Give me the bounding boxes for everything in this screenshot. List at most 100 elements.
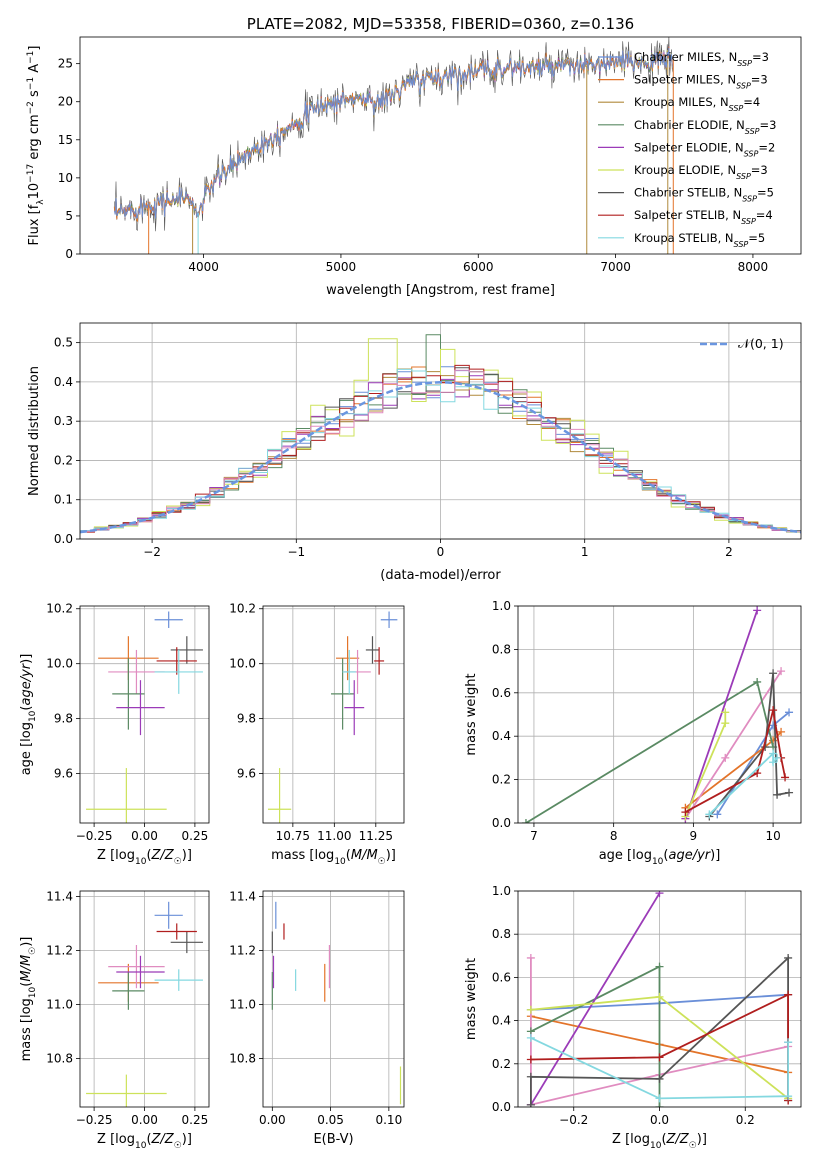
legend-entry: Kroupa STELIB, NSSP=5 bbox=[634, 231, 765, 249]
y-tick-label: 11.2 bbox=[229, 943, 256, 957]
weight-marker bbox=[655, 1103, 664, 1107]
x-axis-label: mass [log10(M/M☉)] bbox=[271, 848, 396, 867]
normal-curve bbox=[80, 381, 801, 534]
label-part: ☉ bbox=[28, 947, 38, 955]
label-part: ( bbox=[663, 848, 668, 863]
legend-entry: Chabrier STELIB, NSSP=5 bbox=[634, 186, 774, 204]
plot-area bbox=[526, 891, 793, 1107]
weight-marker bbox=[655, 1074, 664, 1083]
x-tick-label: 0.25 bbox=[182, 829, 209, 843]
legend-entry: Chabrier ELODIE, NSSP=3 bbox=[634, 118, 776, 136]
legend-sub: SSP bbox=[742, 194, 757, 203]
legend-name: Kroupa MILES, N bbox=[634, 95, 729, 109]
weight-marker bbox=[784, 1092, 793, 1101]
chart-title: PLATE=2082, MJD=53358, FIBERID=0360, z=0… bbox=[247, 15, 634, 33]
weight-marker bbox=[769, 669, 778, 678]
spectrum-panel: 4000 5000 6000 7000 8000 0 5 10 15 20 25 bbox=[58, 36, 802, 274]
label-part: −17 bbox=[26, 164, 36, 183]
weight-marker bbox=[655, 962, 664, 971]
y-tick-label: 10.8 bbox=[229, 1051, 256, 1065]
x-tick-label: 7000 bbox=[600, 260, 631, 274]
weight-marker bbox=[753, 606, 762, 615]
y-tick-label: 10 bbox=[58, 171, 73, 185]
label-part: 10 bbox=[28, 986, 38, 998]
label-part: −2 bbox=[26, 101, 36, 114]
legend-name: Chabrier ELODIE, N bbox=[634, 118, 745, 132]
weight-marker bbox=[713, 810, 722, 819]
legend-sub: SSP bbox=[741, 217, 756, 226]
weight-marker bbox=[769, 758, 778, 767]
y-tick-label: 0.1 bbox=[54, 493, 73, 507]
label-part: mass [log bbox=[19, 998, 34, 1061]
axes-frame bbox=[262, 890, 405, 1108]
label-part: ( bbox=[661, 1132, 666, 1147]
spectrum-line-4 bbox=[113, 46, 674, 220]
label-part: ☉ bbox=[174, 857, 182, 867]
weight-marker bbox=[526, 1033, 535, 1042]
weight-marker bbox=[655, 891, 664, 898]
label-part: Z [log bbox=[612, 1132, 650, 1147]
y-tick-label: 0.8 bbox=[492, 642, 511, 656]
weight-marker bbox=[526, 1072, 535, 1081]
weight-marker bbox=[526, 1005, 535, 1014]
y-axis-label: Normed distribution bbox=[27, 366, 42, 496]
x-tick-label: −1 bbox=[287, 545, 305, 559]
weight-marker bbox=[781, 773, 790, 782]
label-part: 10 bbox=[650, 1141, 662, 1151]
weight-marker bbox=[773, 790, 782, 799]
spectrum-line-5 bbox=[113, 49, 674, 220]
y-tick-label: 20 bbox=[58, 95, 73, 109]
legend-sub: SSP bbox=[745, 126, 760, 135]
label-part: Z [log bbox=[97, 848, 135, 863]
x-axis-label: wavelength [Angstrom, rest frame] bbox=[326, 283, 555, 298]
y-tick-label: 0.3 bbox=[54, 414, 73, 428]
label-part: mass [log bbox=[271, 848, 334, 863]
legend-entry: 𝒩(0, 1) bbox=[738, 336, 784, 351]
y-tick-label: 25 bbox=[58, 57, 73, 71]
y-tick-label: 0.5 bbox=[54, 336, 73, 350]
weight-marker bbox=[784, 1038, 793, 1047]
y-tick-label: 10.0 bbox=[229, 657, 256, 671]
x-tick-label: 8000 bbox=[738, 260, 769, 274]
y-tick-label: 9.8 bbox=[237, 712, 256, 726]
y-tick-label: 1.0 bbox=[492, 599, 511, 613]
y-axis-label: mass [log10(M/M☉)] bbox=[19, 937, 38, 1062]
legend-suffix: =3 bbox=[751, 163, 768, 177]
y-tick-label: 5 bbox=[65, 209, 73, 223]
label-part: 10 bbox=[652, 857, 664, 867]
label-part: ( bbox=[19, 982, 34, 987]
y-tick-label: 1.0 bbox=[492, 884, 511, 898]
legend-entry: Salpeter MILES, NSSP=3 bbox=[634, 73, 768, 91]
legend-suffix: =4 bbox=[756, 208, 773, 222]
label-part: 10 bbox=[135, 1141, 147, 1151]
legend-name: Kroupa STELIB, N bbox=[634, 231, 734, 245]
label-part: erg cm bbox=[27, 114, 42, 163]
x-tick-label: 1 bbox=[581, 545, 589, 559]
spectrum-line-6 bbox=[114, 37, 674, 232]
label-part: M/M bbox=[351, 848, 378, 863]
weight-marker bbox=[773, 753, 782, 762]
label-part: 10 bbox=[334, 857, 346, 867]
weight-marker bbox=[721, 719, 730, 728]
x-axis-label: Z [log10(Z/Z☉)] bbox=[97, 848, 192, 867]
x-tick-label: 0.10 bbox=[375, 1113, 402, 1127]
legend-sub: SSP bbox=[736, 172, 751, 181]
weight-marker bbox=[526, 953, 535, 962]
plot-area bbox=[113, 37, 674, 254]
x-tick-label: −2 bbox=[143, 545, 161, 559]
y-tick-label: 9.6 bbox=[54, 767, 73, 781]
label-part: age [log bbox=[599, 848, 652, 863]
y-tick-label: 11.4 bbox=[46, 889, 73, 903]
weight-marker bbox=[784, 953, 793, 962]
weight-marker bbox=[777, 727, 786, 736]
y-tick-label: 0.6 bbox=[492, 970, 511, 984]
label-part: Z/Z bbox=[151, 848, 175, 863]
x-axis-label: Z [log10(Z/Z☉)] bbox=[612, 1132, 707, 1151]
y-tick-label: 9.6 bbox=[237, 767, 256, 781]
x-tick-label: 4000 bbox=[188, 260, 219, 274]
legend-sub: SSP bbox=[736, 81, 751, 90]
label-part: ( bbox=[346, 848, 351, 863]
label-part: ☉ bbox=[174, 1141, 182, 1151]
